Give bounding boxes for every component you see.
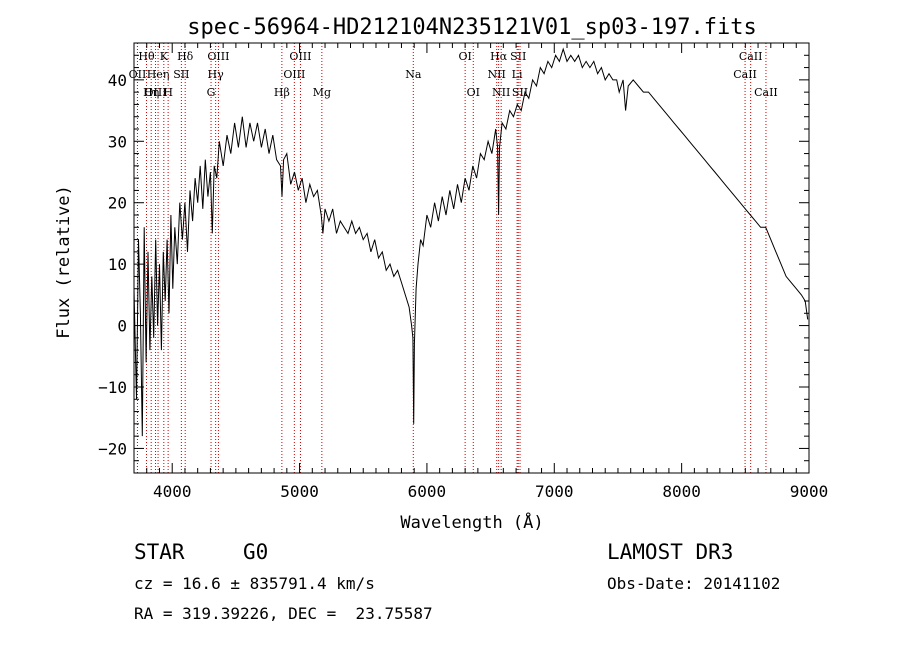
- line-marker-label: Hβ: [274, 86, 290, 99]
- x-tick-label: 9000: [790, 482, 829, 501]
- line-marker-label: OIII: [289, 50, 311, 63]
- line-marker-label: OIII: [144, 86, 166, 99]
- x-tick-label: 6000: [408, 482, 447, 501]
- line-marker-label: OIII: [207, 50, 229, 63]
- y-axis-label: Flux (relative): [54, 185, 74, 339]
- line-marker-label: NII: [488, 68, 506, 81]
- y-tick-label: 0: [117, 317, 127, 336]
- line-marker-label: OIII: [283, 68, 305, 81]
- obs-date-text: Obs-Date: 20141102: [607, 574, 781, 593]
- line-marker-label: Hγ: [208, 68, 225, 81]
- y-tick-label: 10: [108, 255, 127, 274]
- line-marker-label: Na: [405, 68, 422, 81]
- y-tick-label: 30: [108, 132, 127, 151]
- class-label: STAR: [134, 540, 185, 564]
- chart-title: spec-56964-HD212104N235121V01_sp03-197.f…: [187, 15, 757, 40]
- line-marker-label: K: [160, 50, 169, 63]
- plot-frame: [133, 42, 810, 474]
- x-tick-label: 8000: [662, 482, 701, 501]
- line-marker-label: CaII: [733, 68, 757, 81]
- subclass-label: G0: [243, 540, 269, 564]
- line-marker-label: CaII: [754, 86, 778, 99]
- x-tick-label: 5000: [280, 482, 319, 501]
- x-axis-label: Wavelength (Å): [400, 511, 543, 533]
- y-tick-label: 20: [108, 194, 127, 213]
- y-tick-label: 40: [108, 71, 127, 90]
- y-tick-label: −10: [98, 378, 127, 397]
- line-marker-label: Hα: [490, 50, 508, 63]
- line-marker-label: Mg: [313, 86, 331, 99]
- axis-ticks: 4000 5000 6000 7000 8000 9000 −20 −10 0 10 20 30 40: [98, 42, 829, 501]
- y-tick-label: −20: [98, 439, 127, 458]
- spectrum-line: [133, 47, 809, 437]
- line-marker-label: OI: [467, 86, 480, 99]
- line-marker-label: Heη: [147, 68, 170, 81]
- line-marker-label: OII: [129, 68, 147, 81]
- line-marker-label: G: [207, 86, 216, 99]
- x-tick-label: 4000: [153, 482, 192, 501]
- line-marker-label: CaII: [739, 50, 763, 63]
- line-marker-label: NII: [492, 86, 510, 99]
- line-marker-label: Hδ: [177, 50, 194, 63]
- survey-label: LAMOST DR3: [607, 540, 734, 564]
- coords-text: RA = 319.39226, DEC = 23.75587: [134, 604, 433, 623]
- line-marker-label: SII: [510, 50, 526, 63]
- line-marker-label: H: [163, 86, 173, 99]
- line-marker-label: OI: [458, 50, 471, 63]
- line-marker-label: SII: [173, 68, 189, 81]
- cz-text: cz = 16.6 ± 835791.4 km/s: [134, 574, 375, 593]
- line-marker-label: Hθ: [138, 50, 155, 63]
- line-marker-label: Li: [512, 68, 523, 81]
- line-marker-label: Hη: [143, 86, 159, 99]
- x-tick-label: 7000: [535, 482, 574, 501]
